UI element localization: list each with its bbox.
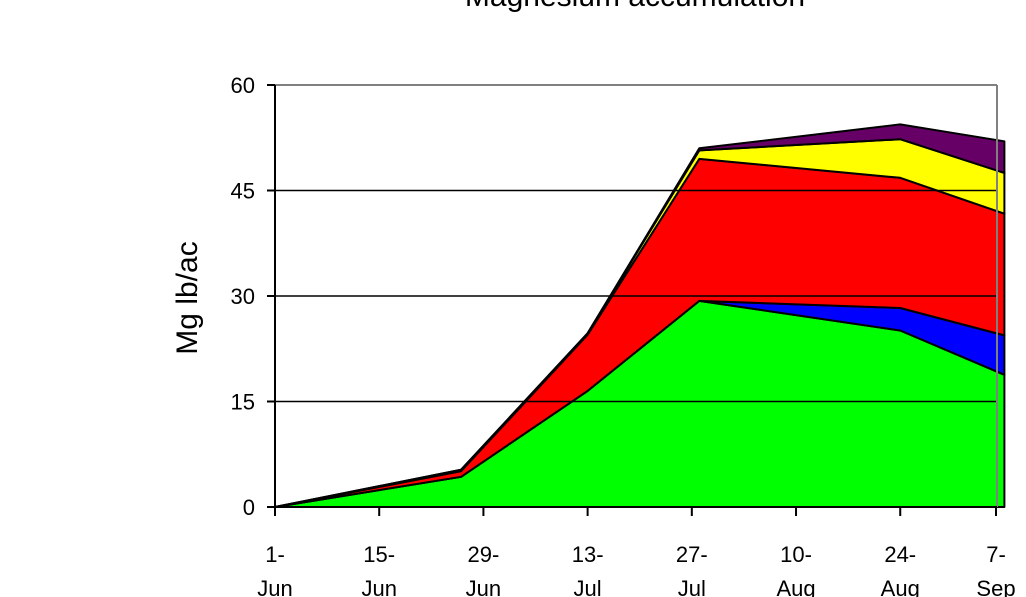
y-tick-label-45: 45 <box>231 179 255 204</box>
x-tick-label-5: 10- <box>780 542 812 567</box>
x-tick-label-4: 27- <box>676 542 708 567</box>
stacked-areas <box>274 123 1006 508</box>
x-tick-label-4-line2: Jul <box>678 576 706 597</box>
x-tick-label-5-line2: Aug <box>776 576 815 597</box>
x-tick-label-3-line2: Jul <box>574 576 602 597</box>
x-tick-label-1-line2: Jun <box>361 576 396 597</box>
x-tick-label-7-line2: Sep <box>976 576 1015 597</box>
plot-frame <box>275 84 998 507</box>
area-series-5 <box>274 123 1006 508</box>
y-axis-title: Mg lb/ac <box>171 241 204 354</box>
x-tick-label-7: 7- <box>986 542 1006 567</box>
x-tick-label-2: 29- <box>468 542 500 567</box>
y-tick-label-0: 0 <box>243 495 255 520</box>
x-tick-label-6: 24- <box>884 542 916 567</box>
y-tick-label-60: 60 <box>231 73 255 98</box>
x-tick-label-0: 1- <box>265 542 285 567</box>
x-axis: 1- Jun 15- Jun 29- Jun 13- Jul 27- Jul 10- Aug 24- Au… <box>257 506 1016 597</box>
x-tick-label-2-line2: Jun <box>466 576 501 597</box>
chart-title: Magnesium accumulation <box>465 0 805 13</box>
y-axis: 0 15 30 45 60 <box>231 73 276 520</box>
x-tick-label-6-line2: Aug <box>881 576 920 597</box>
x-tick-label-1: 15- <box>363 542 395 567</box>
x-tick-label-3: 13- <box>572 542 604 567</box>
x-tick-label-0-line2: Jun <box>257 576 292 597</box>
y-tick-label-15: 15 <box>231 390 255 415</box>
y-tick-label-30: 30 <box>231 284 255 309</box>
